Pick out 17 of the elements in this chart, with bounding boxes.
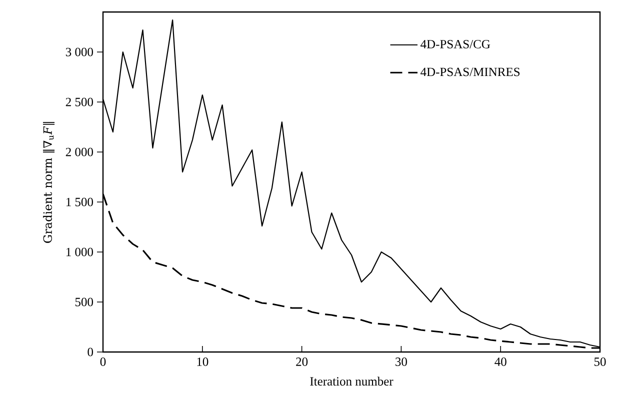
x-tick-label: 40 xyxy=(494,358,506,366)
y-tick-label: 0 xyxy=(88,348,94,356)
y-tick-label: 1 500 xyxy=(66,198,93,206)
y-tick-label: 1 000 xyxy=(66,248,93,256)
x-tick-label: 10 xyxy=(197,358,208,366)
legend-label: 4D-PSAS/MINRES xyxy=(420,68,520,76)
legend-label: 4D-PSAS/CG xyxy=(420,40,490,48)
y-tick-label: 500 xyxy=(75,298,94,306)
y-tick-label: 3 000 xyxy=(66,48,93,56)
x-tick-label: 50 xyxy=(594,358,606,366)
y-tick-label: 2 000 xyxy=(66,148,93,156)
x-axis-title: Iteration number xyxy=(310,376,394,386)
x-tick-label: 20 xyxy=(296,358,308,366)
x-tick-label: 30 xyxy=(396,358,407,366)
x-tick-label: 0 xyxy=(100,358,106,366)
y-tick-label: 2 500 xyxy=(66,98,93,106)
y-axis-title: Gradient norm ‖∇$_{u}$F‖ xyxy=(43,122,55,243)
